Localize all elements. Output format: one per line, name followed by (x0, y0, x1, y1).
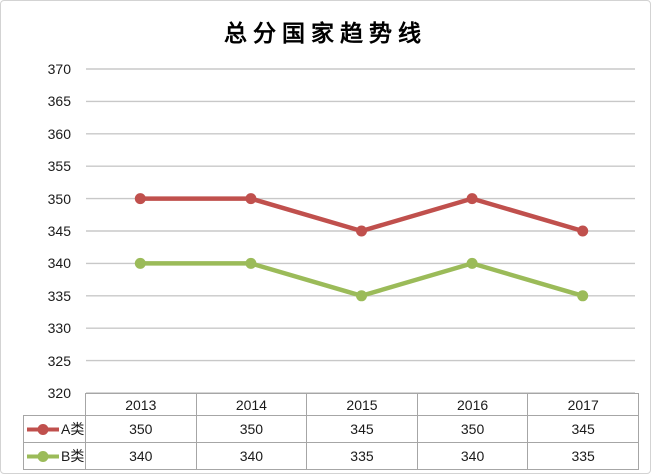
column-header-2015: 2015 (306, 393, 418, 416)
table-cell: 335 (527, 442, 639, 470)
y-axis-label: 370 (47, 61, 71, 77)
data-point-marker (466, 193, 478, 205)
chart-title: 总分国家趋势线 (224, 21, 427, 46)
y-axis-label: 350 (47, 190, 71, 207)
data-table: 2013 2014 2015 2016 2017 A类 350 (23, 393, 639, 470)
table-cell: 335 (306, 442, 418, 470)
series-b-label: B类 (61, 448, 85, 464)
column-header-2014: 2014 (195, 393, 308, 416)
y-axis-label: 325 (47, 352, 71, 369)
y-axis-label: 340 (47, 255, 71, 272)
table-row-series-a: A类 350 350 345 350 345 (23, 415, 639, 443)
data-point-marker (245, 257, 257, 269)
data-point-marker (466, 257, 478, 269)
legend-marker (37, 450, 49, 462)
table-header-row: 2013 2014 2015 2016 2017 (24, 393, 639, 416)
y-axis-label: 330 (47, 320, 71, 337)
table-cell: 340 (85, 442, 197, 470)
series-a-legend-icon (27, 423, 59, 435)
table-cell: 350 (416, 415, 529, 443)
legend-entry-b: B类 (24, 446, 85, 466)
table-cell: 340 (195, 442, 308, 470)
y-axis-label: 320 (47, 385, 71, 401)
table-cell: 350 (195, 415, 308, 443)
table-corner-cell (24, 394, 86, 416)
table-cell: 345 (527, 415, 639, 443)
y-axis-label: 345 (47, 223, 71, 239)
series-lines (134, 193, 589, 302)
series-a-label: A类 (61, 421, 85, 437)
data-point-marker (577, 225, 589, 237)
y-axis-label: 335 (47, 287, 71, 304)
legend-marker (37, 423, 49, 435)
table-row-series-b: B类 340 340 335 340 335 (23, 442, 639, 470)
column-header-2016: 2016 (416, 393, 529, 416)
legend-cell-b: B类 (23, 442, 86, 470)
table-cell: 345 (306, 415, 418, 443)
data-point-marker (577, 290, 589, 302)
data-point-marker (134, 193, 146, 205)
y-axis-label: 355 (47, 158, 71, 175)
data-point-marker (356, 225, 367, 237)
table-cell: 350 (85, 415, 197, 443)
column-header-2017: 2017 (527, 393, 639, 416)
legend-cell-a: A类 (23, 415, 86, 443)
data-point-marker (134, 257, 146, 269)
data-point-marker (356, 290, 367, 302)
y-axis-label: 365 (47, 93, 71, 110)
table-cell: 340 (416, 442, 529, 470)
column-header-2013: 2013 (85, 393, 197, 416)
series-b-legend-icon (27, 450, 59, 462)
y-axis-label: 360 (47, 125, 71, 142)
data-point-marker (245, 193, 257, 205)
legend-entry-a: A类 (24, 419, 85, 439)
